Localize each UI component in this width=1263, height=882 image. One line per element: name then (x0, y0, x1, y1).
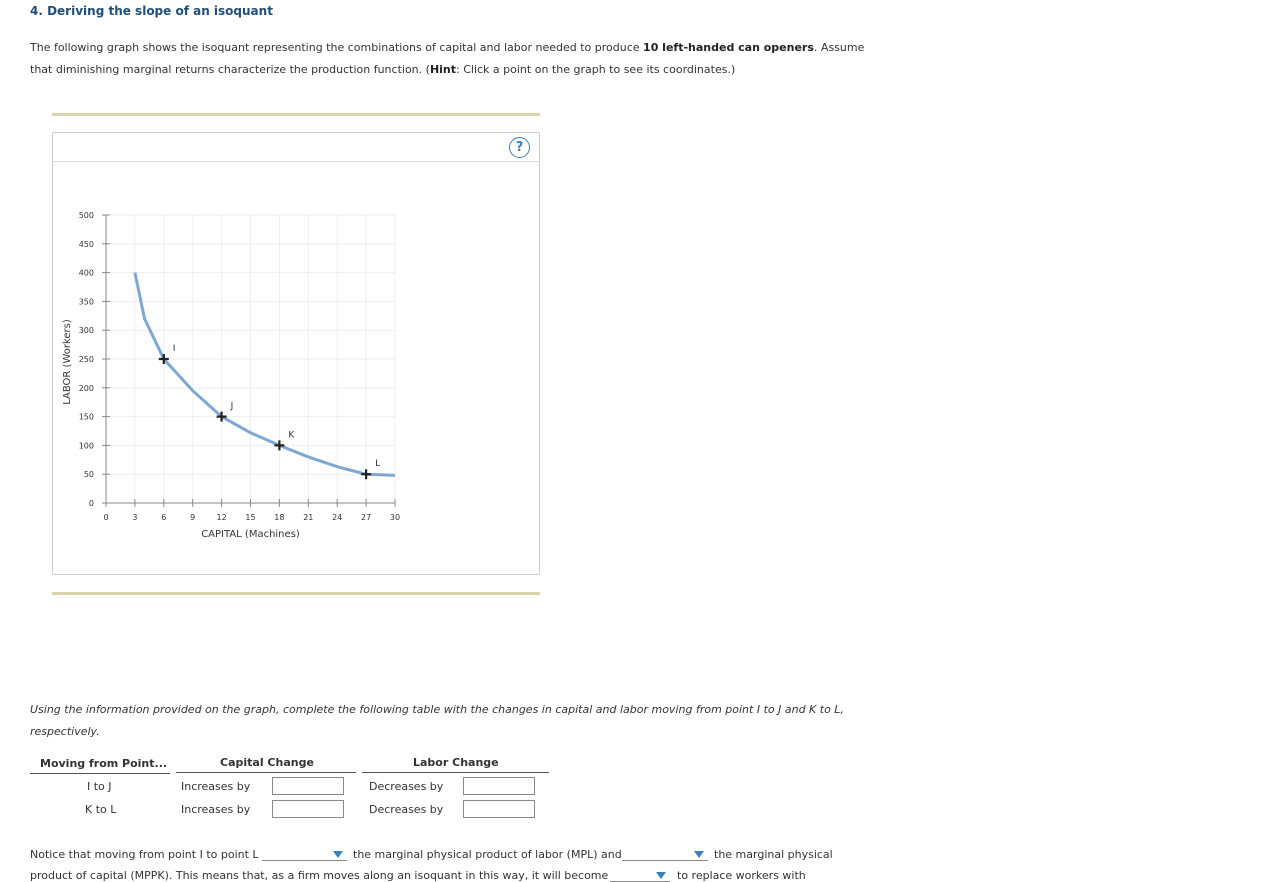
rule (30, 773, 170, 774)
x-tick-label: 21 (303, 513, 313, 522)
text: The following graph shows the isoquant r… (30, 41, 644, 54)
y-tick-label: 0 (89, 499, 94, 508)
x-tick-label: 6 (161, 513, 166, 522)
x-tick-label: 18 (274, 513, 284, 522)
th: Labor Change (413, 756, 499, 769)
point (274, 440, 285, 451)
point (361, 469, 372, 480)
prompt-line: Using the information provided on the gr… (30, 703, 844, 716)
prompt-line: respectively. (30, 725, 100, 738)
point (216, 411, 227, 422)
point-label: I (173, 344, 176, 354)
x-tick-label: 0 (103, 513, 108, 522)
graph-panel (52, 132, 540, 575)
text: product of capital (MPPK). This means th… (30, 869, 609, 882)
text: to replace workers with (677, 869, 806, 882)
td: Decreases by (369, 803, 444, 816)
y-tick-label: 450 (79, 240, 94, 249)
y-tick-label: 400 (79, 269, 94, 278)
point-label: K (288, 430, 295, 440)
x-tick-label: 3 (132, 513, 137, 522)
rule (176, 772, 356, 773)
dropdown[interactable] (610, 869, 670, 882)
x-tick-label: 24 (332, 513, 342, 522)
point-label: J (230, 402, 234, 412)
y-tick-label: 200 (79, 384, 94, 393)
x-tick-label: 12 (217, 513, 227, 522)
dropdown[interactable] (262, 848, 347, 861)
y-tick-label: 250 (79, 355, 94, 364)
isoquant (133, 272, 396, 477)
text: Notice that moving from point I to point… (30, 848, 259, 861)
td: Increases by (181, 780, 251, 793)
y-tick-label: 300 (79, 326, 94, 335)
text: : Click a point on the graph to see its … (456, 63, 736, 76)
text: the marginal physical product of labor (… (353, 848, 622, 861)
title: 4. Deriving the slope of an isoquant (30, 4, 273, 18)
point-label: L (375, 459, 380, 469)
text: the marginal physical (714, 848, 833, 861)
chart: 0 50 100 150 200 250 300 350 400 450 500 0 3 6 9 12 15 18… (62, 211, 400, 540)
x-tick-label: 30 (390, 513, 400, 522)
help-button[interactable]: ? (509, 137, 530, 158)
bold: Hint (429, 63, 457, 76)
td: K to L (85, 803, 117, 816)
text: that diminishing marginal returns charac… (30, 63, 430, 76)
y-tick-label: 100 (79, 441, 94, 450)
x-axis-label: CAPITAL (Machines) (201, 529, 300, 540)
input[interactable] (463, 777, 535, 795)
intro-line: The following graph shows the isoquant r… (30, 41, 864, 54)
y-tick-label: 50 (84, 470, 94, 479)
y-tick-label: 500 (79, 211, 94, 220)
td: I to J (87, 780, 112, 793)
intro-line: that diminishing marginal returns charac… (30, 63, 735, 76)
y-axis-label: LABOR (Workers) (62, 319, 73, 405)
divider (53, 161, 539, 162)
point (158, 354, 169, 364)
th: Capital Change (220, 756, 314, 769)
text: . Assume (813, 41, 865, 54)
x-tick-label: 15 (245, 513, 255, 522)
y-tick-label: 350 (79, 297, 94, 306)
rule (52, 113, 540, 116)
rule (52, 592, 540, 595)
rule (362, 772, 549, 773)
th: Moving from Point... (40, 757, 168, 770)
x-tick-label: 27 (361, 513, 371, 522)
td: Increases by (181, 803, 251, 816)
input[interactable] (463, 800, 535, 818)
x-tick-label: 9 (190, 513, 195, 522)
input[interactable] (272, 777, 344, 795)
td: Decreases by (369, 780, 444, 793)
dropdown[interactable] (622, 848, 708, 861)
input[interactable] (272, 800, 344, 818)
bold: 10 left-handed can openers (643, 41, 814, 54)
y-tick-label: 150 (79, 413, 94, 422)
